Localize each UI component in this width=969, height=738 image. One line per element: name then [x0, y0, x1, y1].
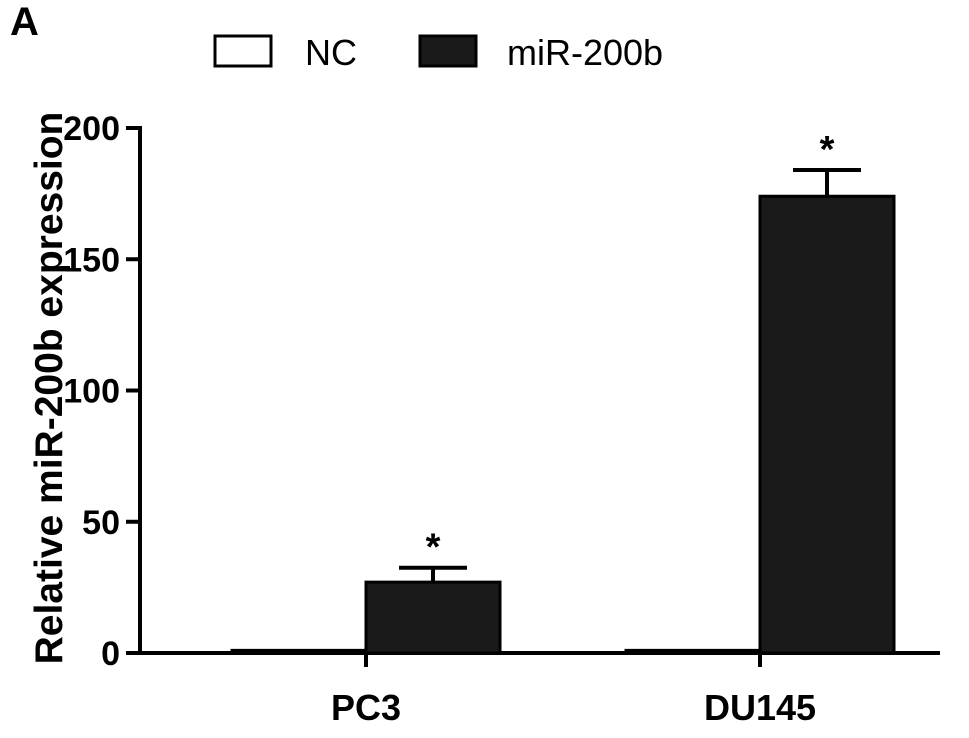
- bar-nc: [230, 648, 368, 655]
- bars-layer: [230, 194, 896, 655]
- significance-marker: *: [426, 527, 441, 569]
- y-tick-label: 50: [82, 504, 120, 542]
- legend-swatch-nc: [213, 34, 273, 68]
- y-axis-label: Relative miR-200b expression: [28, 112, 71, 665]
- x-tick-label: PC3: [331, 687, 401, 728]
- significance-layer: **: [426, 129, 835, 569]
- legend-swatch-mir-200b: [418, 34, 478, 68]
- error-bars-layer: [399, 168, 861, 583]
- bar-mir-200b: [364, 580, 502, 655]
- legend-label-nc: NC: [305, 32, 357, 73]
- y-tick-label: 100: [63, 373, 120, 411]
- bar-mir-200b: [758, 194, 896, 655]
- y-tick-label: 150: [63, 241, 120, 279]
- x-axis: PC3 DU145: [138, 651, 940, 728]
- y-tick-label: 200: [63, 110, 120, 148]
- x-tick-label: DU145: [704, 687, 816, 728]
- legend: NC miR-200b: [213, 32, 663, 73]
- y-axis: 0 50 100 150 200: [63, 110, 142, 673]
- bar-nc: [624, 648, 762, 655]
- y-tick-label: 0: [101, 635, 120, 673]
- significance-marker: *: [820, 129, 835, 171]
- legend-label-mir-200b: miR-200b: [507, 32, 663, 73]
- panel-label: A: [10, 0, 39, 44]
